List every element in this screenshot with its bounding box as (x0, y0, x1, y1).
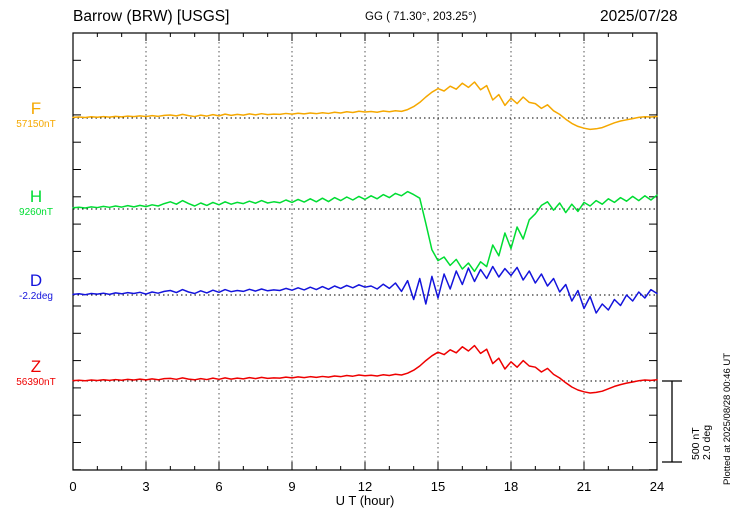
x-tick-label: 21 (577, 479, 591, 494)
component-label-h: H 9260nT (0, 188, 72, 219)
trace-f (72, 81, 658, 131)
x-tick-label: 3 (142, 479, 149, 494)
scale-bar-deg-label: 2.0 deg (701, 424, 713, 460)
component-baseline-f: 57150nT (16, 119, 56, 130)
component-baseline-z: 56390nT (16, 377, 56, 388)
component-label-d: D -2.2deg (0, 272, 72, 303)
x-tick-label: 0 (69, 479, 76, 494)
component-symbol-z: Z (30, 357, 42, 376)
component-baseline-d: -2.2deg (19, 291, 53, 302)
plotted-at-timestamp: Plotted at 2025/08/28 00:46 UT (722, 352, 730, 485)
trace-h (72, 190, 658, 273)
observation-date: 2025/07/28 (600, 8, 678, 25)
x-tick-label: 24 (650, 479, 664, 494)
trace-d (72, 265, 658, 314)
component-label-z: Z 56390nT (0, 358, 72, 389)
geographic-coordinates: GG ( 71.30°, 203.25°) (365, 11, 477, 23)
plot-frame (72, 32, 658, 471)
component-symbol-h: H (29, 187, 43, 206)
component-symbol-f: F (30, 99, 42, 118)
component-label-f: F 57150nT (0, 100, 72, 131)
x-tick-label: 9 (288, 479, 295, 494)
component-symbol-d: D (29, 271, 43, 290)
station-title: Barrow (BRW) [USGS] (73, 8, 230, 25)
x-axis-title: U T (hour) (335, 493, 395, 508)
trace-z (72, 344, 658, 394)
x-tick-label: 6 (215, 479, 222, 494)
x-tick-label: 18 (504, 479, 518, 494)
component-baseline-h: 9260nT (19, 207, 53, 218)
x-tick-label: 12 (358, 479, 372, 494)
x-tick-label: 15 (431, 479, 445, 494)
